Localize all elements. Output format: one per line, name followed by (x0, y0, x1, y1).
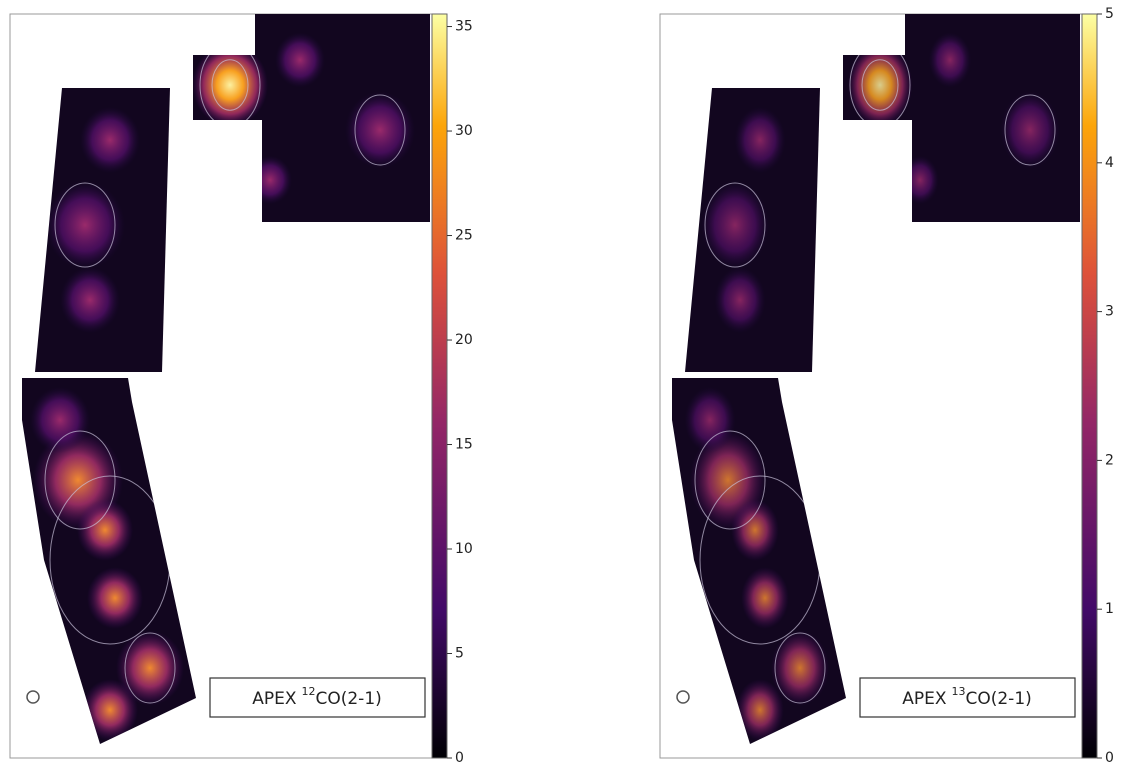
colorbar-tick-label: 4 (1105, 155, 1114, 171)
emission-blob (77, 499, 133, 561)
colorbar-tick-label: 35 (455, 19, 473, 35)
emission-blob (735, 107, 786, 173)
emission-blob (848, 43, 913, 127)
map-panel: APEX 12CO(2-1) 0 5 10 15 20 25 30 35 (10, 14, 473, 764)
emission-blob (685, 387, 736, 453)
emission-blob (701, 181, 769, 269)
annotation: APEX 13CO(2-1) (902, 685, 1032, 709)
colorbar-tick-label: 2 (1105, 452, 1114, 468)
map-panel: APEX 13CO(2-1) 0 1 2 3 4 5 (660, 6, 1114, 764)
colorbar-tick-label: 25 (455, 228, 473, 244)
colorbar-tick-label: 15 (455, 437, 473, 453)
emission-blob (1000, 92, 1060, 169)
emission-blob (45, 181, 125, 269)
colorbar-tick-label: 30 (455, 123, 473, 139)
colorbar-tick-label: 10 (455, 541, 473, 557)
emission-blob (87, 567, 143, 629)
colorbar-tick-label: 0 (1105, 750, 1114, 764)
colorbar (1082, 14, 1097, 758)
emission-blob (60, 267, 120, 333)
emission-blob (741, 567, 789, 629)
emission-blob (929, 33, 972, 88)
colorbar-tick-label: 0 (455, 750, 464, 764)
colorbar-tick-label: 5 (455, 646, 464, 662)
colorbar (432, 14, 447, 758)
annotation-text: APEX (902, 689, 947, 709)
annotation-suffix: CO(2-1) (315, 689, 381, 709)
figure: APEX12CO(2-1)05101520253035APEX13CO(2-1)… (0, 0, 1131, 764)
emission-blob (80, 107, 140, 173)
emission-blob (731, 499, 779, 561)
colorbar-tick-label: 20 (455, 332, 473, 348)
annotation: APEX 12CO(2-1) (252, 685, 382, 709)
annotation-superscript: 12 (301, 685, 315, 698)
colorbar-tick-label: 1 (1105, 601, 1114, 617)
emission-blob (715, 267, 766, 333)
emission-blob (275, 33, 325, 88)
emission-blob (30, 387, 90, 453)
annotation-text: APEX (252, 689, 297, 709)
annotation-suffix: CO(2-1) (965, 689, 1031, 709)
colorbar-tick-label: 5 (1105, 6, 1114, 22)
colorbar-tick-label: 3 (1105, 304, 1114, 320)
annotation-superscript: 13 (951, 685, 965, 698)
emission-blob (192, 43, 268, 127)
